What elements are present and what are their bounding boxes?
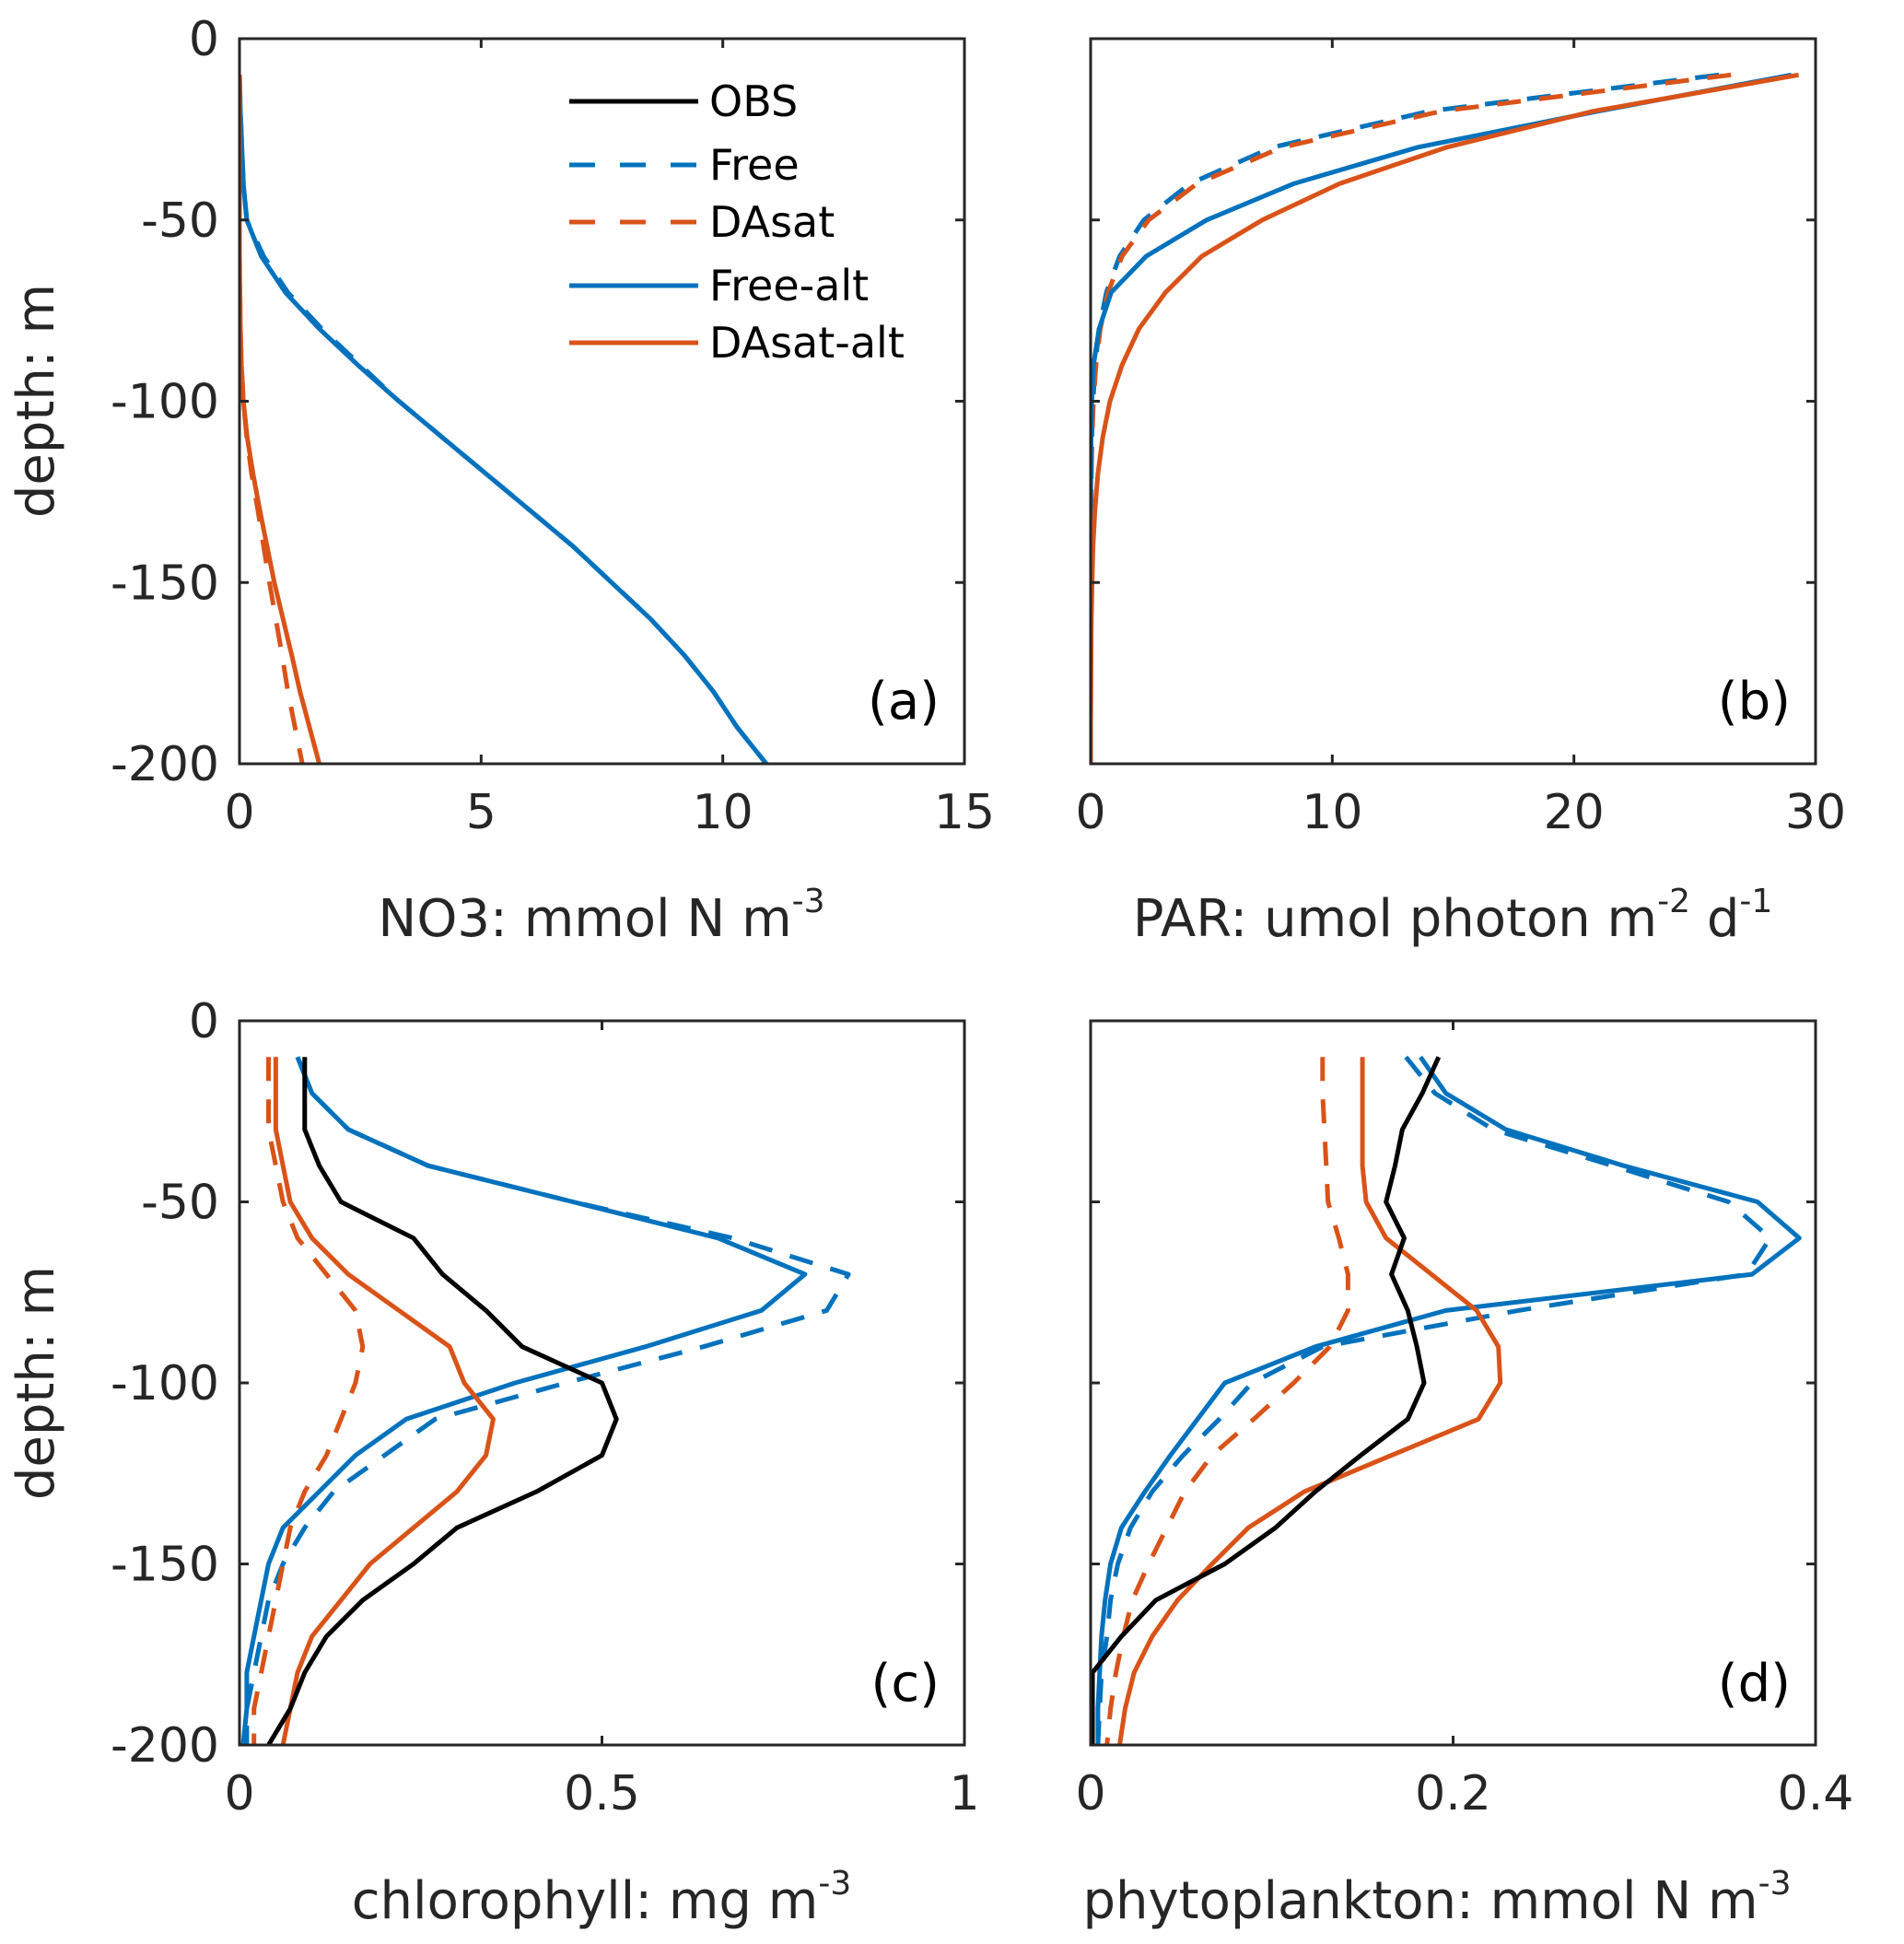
legend-label-dasat: DAsat: [709, 197, 835, 247]
series-dasat-line-c: [251, 1057, 366, 1745]
x-tick-label-b: 10: [1302, 785, 1362, 840]
x-tick-label-b: 30: [1785, 785, 1846, 840]
legend-label-free: Free: [709, 140, 800, 190]
ticks-b: 0 10 20 30: [1075, 37, 1846, 840]
panel-c: 0 0.5 1 0 -50 -100 -150 -200 (c) chlorophyll: m…: [6, 994, 980, 1931]
y-tick-label-c: -100: [111, 1356, 219, 1411]
x-tick-label-a: 10: [693, 785, 753, 840]
x-tick-label-c: 0: [224, 1766, 254, 1821]
axes-frame-a: [238, 37, 966, 766]
x-tick-label-c: 0.5: [564, 1766, 640, 1821]
ticks-c: 0 0.5 1 0 -50 -100 -150 -200: [111, 994, 980, 1821]
x-tick-label-c: 1: [949, 1766, 979, 1821]
series-dasat-alt-line-a: [239, 75, 322, 764]
legend-label-obs: OBS: [709, 76, 798, 126]
legend-label-dasat-alt: DAsat-alt: [709, 318, 905, 368]
plot-area-a: [239, 75, 768, 764]
y-tick-label-c: -150: [111, 1538, 219, 1593]
y-tick-label-c: -200: [111, 1718, 219, 1774]
series-free-line-b: [1091, 72, 1720, 764]
x-tick-label-d: 0: [1075, 1766, 1105, 1821]
series-free-alt-line-d: [1095, 1055, 1802, 1745]
series-obs-line-c: [266, 1057, 619, 1745]
plot-area-b: [1091, 72, 1800, 764]
series-dasat-line-b: [1091, 72, 1732, 764]
x-tick-label-a: 0: [224, 785, 254, 840]
y-tick-label-a: -200: [111, 737, 219, 792]
x-axis-label-d: phytoplankton: mmol N m-3: [1083, 1865, 1792, 1931]
plot-area-c: [240, 1056, 851, 1745]
x-tick-label-a: 15: [934, 785, 995, 840]
y-tick-label-a: -100: [111, 375, 219, 430]
x-tick-label-b: 20: [1544, 785, 1605, 840]
panel-label-a: (a): [868, 672, 940, 732]
panel-a: 0 5 10 15 0 -50 -100 -150 -200 (a) NO3: mmol N m…: [6, 12, 995, 949]
ticks-a: 0 5 10 15 0 -50 -100 -150 -200: [111, 12, 995, 840]
y-axis-label-a: depth: m: [6, 284, 66, 518]
x-axis-label-b: PAR: umol photon m-2 d-1: [1133, 883, 1773, 949]
axes-frame-d: [1089, 1019, 1817, 1747]
panel-label-d: (d): [1718, 1654, 1791, 1714]
x-tick-label-d: 0.2: [1415, 1766, 1491, 1821]
series-dasat-alt-line-c: [273, 1057, 496, 1745]
series-dasat-alt-line-b: [1091, 72, 1800, 764]
legend: OBS Free DAsat Free-alt DAsat-alt: [569, 76, 905, 368]
series-dasat-line-d: [1104, 1057, 1350, 1745]
x-tick-label-b: 0: [1075, 785, 1105, 840]
legend-label-free-alt: Free-alt: [709, 261, 869, 310]
y-axis-label-c: depth: m: [6, 1266, 66, 1500]
y-tick-label-c: -50: [141, 1176, 219, 1231]
plot-area-d: [1091, 1055, 1802, 1745]
series-free-line-c: [244, 1056, 851, 1745]
x-axis-label-a: NO3: mmol N m-3: [378, 883, 824, 949]
series-free-alt-line-c: [240, 1056, 808, 1745]
y-tick-label-a: 0: [189, 12, 219, 67]
series-dasat-alt-line-d: [1117, 1057, 1503, 1745]
series-free-alt-line-b: [1091, 72, 1793, 764]
panel-d: 0 0.2 0.4 (d) phytoplankton: mmol N m-3: [1075, 1019, 1854, 1931]
series-free-alt-line-a: [239, 75, 768, 764]
x-tick-label-d: 0.4: [1778, 1766, 1854, 1821]
series-free-line-d: [1095, 1055, 1773, 1745]
ticks-d: 0 0.2 0.4: [1075, 1019, 1854, 1821]
y-tick-label-a: -50: [141, 193, 219, 249]
y-tick-label-c: 0: [189, 994, 219, 1049]
panel-label-c: (c): [871, 1654, 940, 1714]
y-tick-label-a: -150: [111, 556, 219, 611]
x-tick-label-a: 5: [466, 785, 496, 840]
series-obs-line-d: [1091, 1056, 1442, 1745]
x-axis-label-c: chlorophyll: mg m-3: [352, 1865, 851, 1931]
panel-label-b: (b): [1718, 672, 1791, 732]
panel-b: 0 10 20 30 (b) PAR: umol photon m-2 d-1: [1075, 37, 1846, 949]
